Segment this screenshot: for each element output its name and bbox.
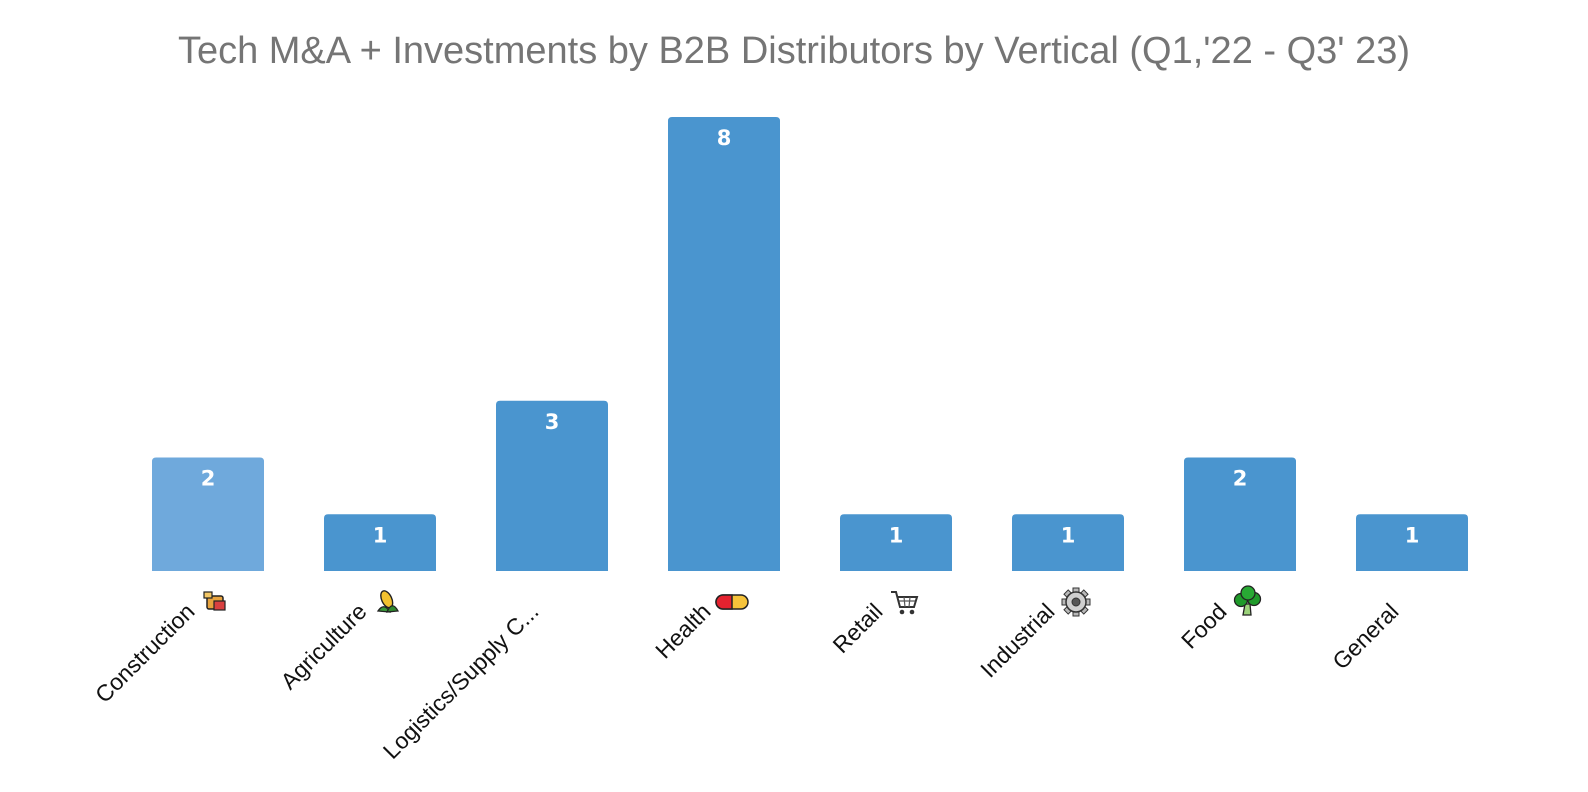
bar-logistics-supply-c[interactable]: [496, 400, 608, 571]
value-label-retail: 1: [889, 523, 904, 547]
bar-retail[interactable]: [840, 514, 952, 571]
bar-industrial[interactable]: [1012, 514, 1124, 571]
gear-icon: [1061, 587, 1091, 617]
tick-label-retail: Retail: [828, 598, 888, 658]
bar-general[interactable]: [1356, 514, 1468, 571]
construction-icon: [203, 591, 226, 611]
bar-agriculture[interactable]: [324, 514, 436, 571]
tick-label-industrial: Industrial: [975, 598, 1059, 682]
tick-label-logistics-supply-c: Logistics/Supply C...: [378, 598, 544, 764]
tick-labels-group: Construction Agriculture Logistics/Supply …: [90, 598, 1404, 764]
category-icons-group: [203, 585, 1262, 617]
bars-group: [152, 117, 1468, 571]
value-label-food: 2: [1233, 467, 1248, 491]
chart-title: Tech M&A + Investments by B2B Distributo…: [177, 30, 1411, 72]
value-label-logistics-supply-c: 3: [545, 410, 560, 434]
bar-construction[interactable]: [152, 457, 264, 572]
value-label-health: 8: [717, 126, 732, 150]
value-label-general: 1: [1405, 523, 1420, 547]
shopping-cart-icon: [891, 591, 919, 615]
tick-label-construction: Construction: [90, 598, 200, 708]
tick-label-general: General: [1327, 598, 1403, 674]
bar-food[interactable]: [1184, 457, 1296, 572]
value-label-agriculture: 1: [373, 523, 388, 547]
bar-health[interactable]: [668, 117, 780, 571]
corn-icon: [376, 590, 400, 613]
tick-label-agriculture: Agriculture: [275, 598, 371, 694]
tick-label-health: Health: [650, 598, 715, 663]
pill-icon: [715, 594, 749, 610]
value-label-industrial: 1: [1061, 523, 1076, 547]
value-labels-group: 2 1 3 8 1 1 2 1: [201, 126, 1420, 547]
value-label-construction: 2: [201, 467, 216, 491]
broccoli-icon: [1233, 585, 1262, 616]
tick-label-food: Food: [1176, 598, 1231, 653]
